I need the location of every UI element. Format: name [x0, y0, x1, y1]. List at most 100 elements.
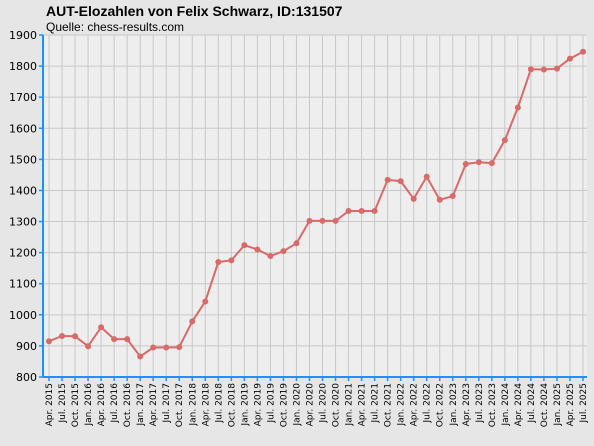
data-point: [176, 344, 183, 351]
x-tick-label: Apr. 2023: [462, 383, 472, 426]
x-tick-label: Jan. 2022: [397, 383, 407, 427]
x-tick-label: Jul. 2021: [371, 383, 381, 424]
data-point: [202, 298, 209, 305]
x-tick-label: Jan. 2016: [84, 383, 94, 427]
x-tick-label: Jan. 2025: [553, 383, 563, 427]
x-tick-label: Apr. 2017: [149, 383, 159, 426]
data-point: [124, 336, 131, 343]
x-axis-tick-labels: Apr. 2015 Jul. 2015 Oct. 2015 Jan. 2016 Apr.…: [45, 383, 589, 427]
axes: [39, 34, 587, 381]
x-tick-label: Jan. 2018: [188, 383, 198, 427]
x-tick-label: Apr. 2025: [566, 383, 576, 426]
y-axis-tick-labels: 800 900 1000 1100 1200 1300 1400 1500 1600 1700 18…: [9, 29, 37, 384]
data-point: [488, 160, 495, 167]
data-point: [397, 178, 404, 185]
x-tick-label: Jul. 2025: [579, 383, 589, 424]
data-point: [241, 242, 248, 249]
x-tick-label: Jan. 2020: [292, 383, 302, 427]
data-point: [215, 258, 222, 265]
x-tick-label: Jan. 2024: [501, 383, 511, 427]
y-tick-label: 1400: [9, 184, 37, 197]
y-tick-label: 1700: [9, 91, 37, 104]
x-tick-label: Jul. 2019: [266, 383, 276, 424]
x-tick-label: Jul. 2015: [58, 383, 68, 424]
x-tick-label: Jan. 2023: [449, 383, 459, 427]
data-point: [345, 207, 352, 214]
x-tick-label: Jul. 2017: [162, 383, 172, 424]
y-tick-label: 1900: [9, 29, 37, 42]
data-point: [540, 66, 547, 73]
x-tick-label: Oct. 2021: [384, 383, 394, 427]
data-point: [423, 173, 430, 180]
x-tick-label: Oct. 2019: [279, 383, 289, 427]
plot-area: [43, 35, 587, 377]
data-point: [267, 253, 274, 260]
x-tick-label: Oct. 2020: [332, 383, 342, 427]
chart-subtitle: Quelle: chess-results.com: [46, 20, 184, 34]
x-tick-label: Apr. 2016: [97, 383, 107, 427]
data-point: [475, 159, 482, 166]
data-point: [111, 336, 118, 343]
x-tick-label: Oct. 2023: [488, 383, 498, 427]
x-tick-label: Jul. 2023: [475, 383, 485, 424]
data-point: [98, 324, 105, 331]
data-point: [384, 176, 391, 183]
data-point: [228, 257, 235, 264]
x-tick-label: Oct. 2015: [71, 383, 81, 427]
data-point: [462, 161, 469, 168]
y-tick-label: 1100: [9, 278, 37, 291]
data-point: [580, 48, 586, 55]
y-tick-label: 1000: [9, 309, 37, 322]
data-point: [137, 353, 144, 360]
data-point: [566, 55, 573, 62]
data-point: [553, 65, 560, 72]
chart-title: AUT-Elozahlen von Felix Schwarz, ID:1315…: [46, 3, 343, 19]
x-tick-label: Jul. 2020: [319, 383, 329, 424]
data-point: [514, 104, 521, 111]
data-point: [501, 137, 508, 144]
data-point: [527, 66, 534, 73]
elo-data-points: [46, 48, 586, 360]
data-point: [150, 344, 157, 351]
data-point: [358, 207, 365, 214]
x-tick-label: Jul. 2016: [110, 383, 120, 424]
x-tick-label: Apr. 2015: [45, 383, 55, 426]
x-tick-label: Jan. 2019: [240, 383, 250, 427]
data-point: [189, 318, 196, 325]
x-tick-label: Jul. 2018: [214, 383, 224, 424]
data-point: [85, 343, 92, 350]
x-tick-label: Jul. 2024: [527, 383, 537, 424]
data-point: [449, 193, 456, 200]
data-point: [332, 217, 339, 224]
data-point: [59, 332, 66, 339]
data-point: [254, 246, 261, 253]
x-tick-label: Apr. 2018: [201, 383, 211, 427]
data-point: [163, 344, 170, 351]
x-tick-label: Apr. 2024: [514, 383, 524, 427]
x-tick-label: Jan. 2017: [136, 383, 146, 427]
x-tick-label: Oct. 2024: [540, 383, 550, 427]
x-tick-label: Apr. 2021: [358, 383, 368, 426]
y-tick-label: 1500: [9, 153, 37, 166]
data-point: [72, 333, 79, 340]
data-point: [436, 196, 443, 203]
data-point: [306, 217, 313, 224]
y-tick-label: 1800: [9, 60, 37, 73]
x-tick-label: Oct. 2017: [175, 383, 185, 427]
data-point: [319, 217, 326, 224]
data-point: [280, 248, 287, 255]
y-tick-label: 1300: [9, 216, 37, 229]
x-tick-label: Jan. 2021: [345, 383, 355, 427]
x-tick-label: Oct. 2022: [436, 383, 446, 427]
data-point: [46, 338, 52, 345]
x-tick-label: Apr. 2019: [253, 383, 263, 427]
y-tick-label: 1600: [9, 122, 37, 135]
y-tick-label: 1200: [9, 247, 37, 260]
x-tick-label: Apr. 2020: [305, 383, 315, 427]
x-tick-label: Jul. 2022: [423, 383, 433, 424]
x-tick-label: Oct. 2018: [227, 383, 237, 427]
grid-lines: [43, 34, 587, 378]
y-tick-label: 900: [16, 340, 37, 353]
x-tick-label: Oct. 2016: [123, 383, 133, 427]
